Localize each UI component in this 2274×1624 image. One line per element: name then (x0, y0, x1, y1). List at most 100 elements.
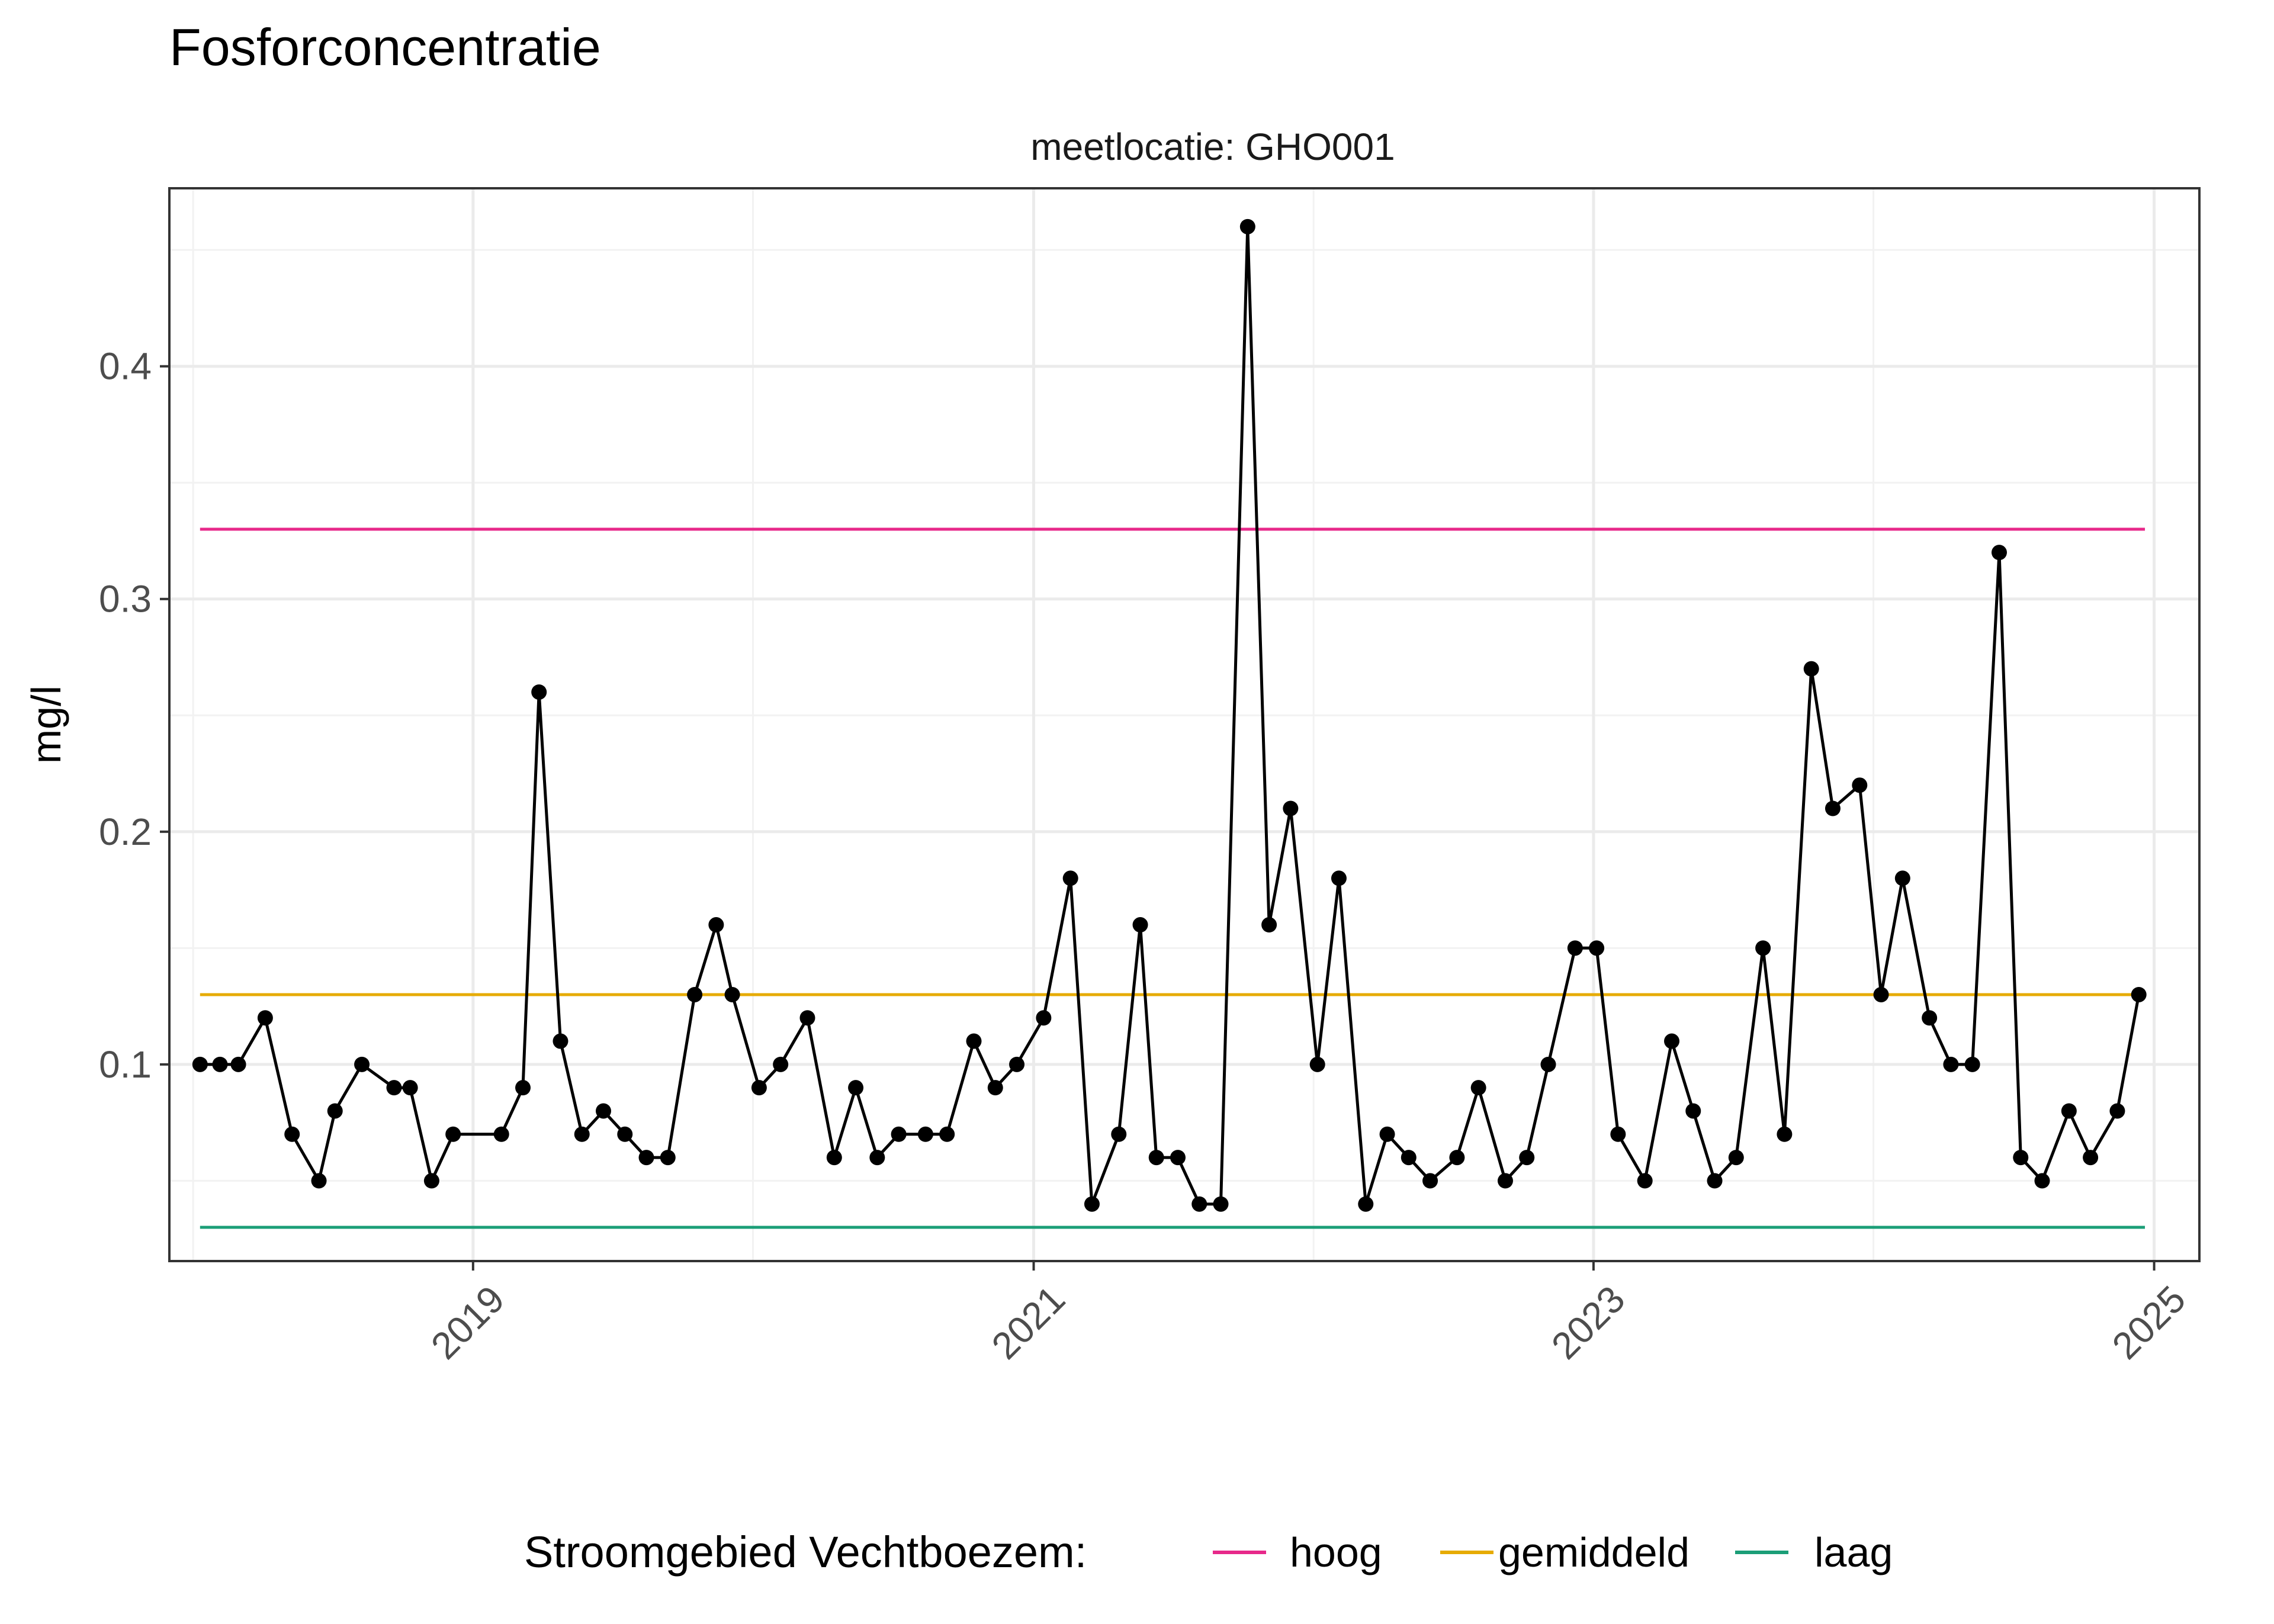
data-point (2131, 986, 2147, 1002)
data-point (1213, 1196, 1229, 1212)
data-point (1062, 870, 1078, 886)
data-point (1803, 661, 1819, 677)
data-point (1309, 1056, 1325, 1072)
data-point (687, 986, 703, 1002)
data-point (445, 1126, 461, 1142)
data-point (1964, 1056, 1980, 1072)
legend: Stroomgebied Vechtboezem: hoog gemiddeld la… (524, 1527, 1893, 1577)
data-point (192, 1056, 208, 1072)
legend-title: Stroomgebied Vechtboezem: (524, 1527, 1087, 1577)
data-point (1664, 1033, 1680, 1049)
data-point (1755, 940, 1771, 956)
data-point (1036, 1010, 1052, 1026)
data-point (1894, 870, 1910, 886)
series-line (200, 225, 2141, 1206)
data-point (724, 986, 740, 1002)
data-point (826, 1150, 842, 1166)
y-tick-label: 0.4 (99, 345, 152, 388)
data-point (939, 1126, 955, 1142)
data-point (1379, 1126, 1395, 1142)
legend-label-laag: laag (1814, 1529, 1893, 1575)
data-point (2013, 1150, 2029, 1166)
data-point (2034, 1173, 2050, 1189)
y-tick-label: 0.1 (99, 1043, 152, 1086)
data-point (1873, 986, 1889, 1002)
data-point (917, 1126, 933, 1142)
data-point (230, 1056, 246, 1072)
data-point (1331, 870, 1347, 886)
data-point (1358, 1196, 1374, 1212)
x-tick-label: 2023 (1543, 1278, 1633, 1368)
legend-label-hoog: hoog (1290, 1529, 1382, 1575)
data-point (891, 1126, 907, 1142)
data-point (311, 1173, 327, 1189)
data-point (1943, 1056, 1959, 1072)
data-point (1519, 1150, 1535, 1166)
data-point (595, 1103, 611, 1119)
data-point (1239, 218, 1255, 234)
data-point (402, 1080, 418, 1096)
data-point (2083, 1150, 2099, 1166)
data-point (1132, 917, 1148, 933)
x-tick-label: 2025 (2104, 1278, 2194, 1368)
data-point (1567, 940, 1583, 956)
data-point (1922, 1010, 1938, 1026)
data-point (1401, 1150, 1417, 1166)
data-point (1111, 1126, 1127, 1142)
reference-lines (200, 528, 2145, 1229)
data-point (1497, 1173, 1513, 1189)
data-point (354, 1056, 370, 1072)
data-point (327, 1103, 343, 1119)
data-point (1009, 1056, 1025, 1072)
data-point (751, 1080, 767, 1096)
data-point (799, 1010, 815, 1026)
data-point (257, 1010, 273, 1026)
data-point (574, 1126, 590, 1142)
data-point (1852, 777, 1868, 793)
data-point (848, 1080, 864, 1096)
data-point (212, 1056, 228, 1072)
data-point (1728, 1150, 1744, 1166)
data-point (1283, 800, 1299, 816)
data-point (1449, 1150, 1465, 1166)
data-point (1610, 1126, 1626, 1142)
y-axis-label: mg/l (23, 686, 69, 764)
data-point (2061, 1103, 2077, 1119)
data-point (773, 1056, 789, 1072)
data-point (1148, 1150, 1164, 1166)
data-point (1540, 1056, 1556, 1072)
data-point (1261, 917, 1277, 933)
data-point (1637, 1173, 1653, 1189)
data-point (515, 1080, 531, 1096)
data-point (869, 1150, 885, 1166)
chart-title: Fosforconcentratie (169, 18, 601, 76)
data-point (553, 1033, 568, 1049)
data-point (1825, 800, 1841, 816)
data-point (638, 1150, 654, 1166)
data-point (660, 1150, 676, 1166)
x-axis: 2019 2021 2023 2025 (423, 1261, 2193, 1367)
data-point (708, 917, 724, 933)
data-point (1991, 545, 2007, 561)
data-point (531, 684, 547, 700)
legend-label-gemiddeld: gemiddeld (1498, 1529, 1690, 1575)
data-point (1422, 1173, 1438, 1189)
data-point (1470, 1080, 1486, 1096)
data-point (1707, 1173, 1723, 1189)
data-point (1589, 940, 1605, 956)
data-point (493, 1126, 509, 1142)
data-point (2109, 1103, 2125, 1119)
y-tick-label: 0.2 (99, 811, 152, 853)
y-axis: 0.1 0.2 0.3 0.4 (99, 345, 169, 1086)
plot-panel-border (168, 187, 2201, 1262)
data-point (1084, 1196, 1100, 1212)
data-point (1685, 1103, 1701, 1119)
data-point (966, 1033, 982, 1049)
series-lines (200, 225, 2141, 1206)
x-tick-label: 2021 (984, 1278, 1074, 1368)
data-point (1170, 1150, 1186, 1166)
data-point (987, 1080, 1003, 1096)
major-gridlines (169, 188, 2199, 1261)
data-point (284, 1126, 300, 1142)
